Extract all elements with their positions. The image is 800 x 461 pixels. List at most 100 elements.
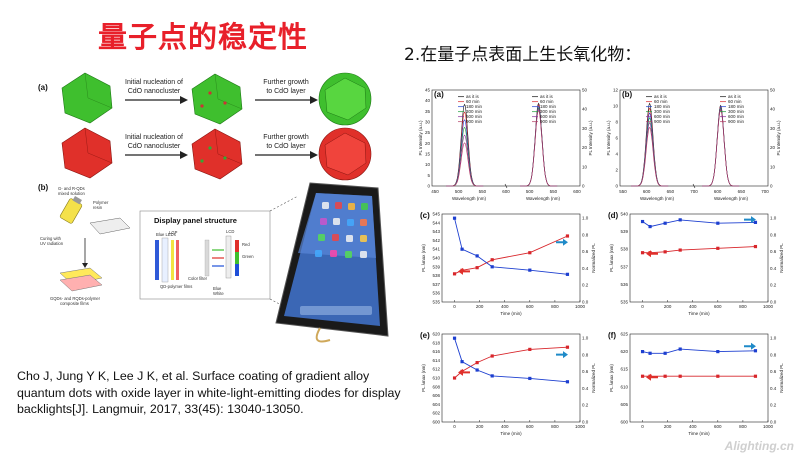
spec-b-ytick: 2: [615, 168, 618, 173]
chart-d-ytick: 540: [620, 212, 628, 217]
chart-d-frame: [629, 213, 769, 303]
chart-c-point: [475, 254, 479, 258]
spec-b-legend-item: as it is: [728, 94, 742, 99]
layer-red: Red: [242, 242, 250, 247]
spec-b-ytick: 0: [615, 184, 618, 189]
chart-d-point: [640, 251, 645, 255]
curing-label-2: UV radiation: [40, 241, 64, 246]
layer-blue: Blue: [213, 286, 222, 291]
chart-c-ytick: 542: [432, 238, 440, 243]
chart-c-y2tick: 0.6: [582, 249, 589, 254]
chart-e-point: [528, 347, 532, 351]
chart-c-ytick: 539: [432, 264, 440, 269]
chart-f-xtick: 1000: [763, 424, 774, 429]
chart-c-series-line: [454, 218, 568, 275]
chart-f-y2label: Normalized PL: [779, 363, 784, 393]
chart-e-point: [490, 354, 494, 358]
chart-e: (e) 0 200 400 600 800 1000 600 602 604 606 608 610 61…: [420, 331, 596, 436]
chart-c-frame: [441, 213, 581, 303]
spec-b-y2tick: 40: [770, 107, 776, 112]
chart-d-point: [753, 244, 758, 249]
chart-e-ylabel: PL λmax (nm): [421, 364, 426, 392]
spec-a-y2tick: 40: [582, 107, 588, 112]
spec-a-y2label: PL Intensity (a.u.): [588, 120, 593, 156]
spec-b-y2tick: 20: [770, 145, 776, 150]
chart-d-arrow-icon: [646, 250, 658, 258]
chart-f-xlabel: Time (min): [688, 431, 710, 436]
chart-e-ytick: 610: [432, 376, 440, 381]
chart-f-xtick: 200: [664, 424, 672, 429]
chart-e-point: [490, 374, 494, 378]
layer-white: White: [213, 291, 224, 296]
spec-a-xtick: 500: [526, 189, 534, 194]
chart-d-xtick: 0: [641, 304, 644, 309]
spectra-figure: (a)450 500 550 600 500 550 6000510152025303540…: [418, 88, 781, 202]
chart-c-point: [460, 247, 464, 251]
chart-d-xtick: 400: [689, 304, 697, 309]
spec-b-legend-item: 60 min: [728, 99, 742, 104]
panel-b-label: (b): [38, 183, 49, 192]
spec-a-curve: [446, 142, 484, 187]
chart-c: (c) 0 200 400 600 800 1000 535 536 537 538 539 540 54…: [420, 211, 596, 316]
chart-f-xtick: 800: [739, 424, 747, 429]
spec-a-ytick: 10: [425, 162, 431, 167]
chart-d-ytick: 536: [620, 282, 628, 287]
chart-c-y2tick: 0.4: [582, 266, 589, 271]
chart-c-y2tick: 1.0: [582, 216, 589, 221]
chart-d-y2tick: 0.2: [770, 283, 777, 288]
spectrum-panel-b: (b)550 600 650 700 600 650 7000246810120102030…: [606, 88, 781, 202]
chart-d-point: [663, 250, 667, 254]
chart-c-xlabel: Time (min): [500, 311, 522, 316]
chart-c-ytick: 536: [432, 291, 440, 296]
chart-f-y2tick: 0.8: [770, 352, 777, 357]
spec-a-frame: [431, 89, 581, 187]
chart-d-ytick: 539: [620, 229, 628, 234]
chart-d-series-line: [642, 219, 756, 228]
fabrication-schematic: G- and R-QDs mixed solution Polymer resi…: [40, 186, 131, 306]
chart-d-series-line: [642, 246, 756, 254]
spec-a-ytick: 20: [425, 141, 431, 146]
spec-b-break: [692, 183, 696, 189]
chart-f-ylabel: PL λmax (nm): [609, 364, 614, 392]
chart-c-point: [528, 268, 532, 272]
chart-d-xtick: 200: [664, 304, 672, 309]
spec-a-legend-item: as it is: [540, 94, 554, 99]
kinetics-figure: (c) 0 200 400 600 800 1000 535 536 537 538 539 540 54…: [420, 211, 784, 436]
slide-title: 量子点的稳定性: [98, 20, 309, 54]
spec-a-y2tick: 0: [582, 184, 585, 189]
chart-c-point: [528, 251, 532, 255]
chart-e-point: [565, 380, 570, 384]
chart-d-ylabel: PL λmax (nm): [609, 244, 614, 272]
chart-f-point: [640, 374, 645, 378]
spec-a-y2tick: 20: [582, 145, 588, 150]
chart-e-y2tick: 0.4: [582, 386, 589, 391]
spec-a-xtick: 500: [455, 189, 463, 194]
spec-b-xtick: 600: [714, 189, 722, 194]
chart-e-ytick: 612: [432, 367, 440, 372]
chart-c-y2tick: 0.8: [582, 232, 589, 237]
layer-color-filter: Color filter: [188, 276, 208, 281]
chart-d-y2tick: 0.4: [770, 266, 777, 271]
step2-row2-line1: Further growth: [263, 134, 309, 141]
chart-d-xtick: 1000: [763, 304, 774, 309]
chart-c-xtick: 200: [476, 304, 484, 309]
chart-d: (d) 0 200 400 600 800 1000 535 536 537 538 539 540 0.…: [608, 211, 784, 316]
layer-lcd: LCD: [226, 229, 234, 234]
chart-f-point: [678, 374, 682, 378]
spec-b-legend-item: 300 min: [728, 109, 745, 114]
chart-f-ytick: 615: [620, 367, 628, 372]
chart-c-y2label: Normalized PL: [591, 243, 596, 273]
spec-b-legend-item: 180 min: [728, 104, 745, 109]
spec-b-curve: [631, 126, 669, 187]
spec-b-y2label: PL Intensity (a.u.): [776, 120, 781, 156]
layer-green: Green: [242, 254, 254, 259]
chart-e-point: [460, 360, 464, 364]
chart-e-y2tick: 0.2: [582, 403, 589, 408]
spec-a-curve: [520, 109, 558, 187]
chart-d-point: [753, 220, 758, 224]
chart-e-series-line: [454, 338, 568, 383]
chart-f-point: [753, 374, 758, 378]
curing-label-1: Curing with: [40, 236, 62, 241]
citation-text: Cho J, Jung Y K, Lee J K, et al. Surface…: [17, 369, 401, 416]
chart-d-point: [678, 248, 682, 252]
